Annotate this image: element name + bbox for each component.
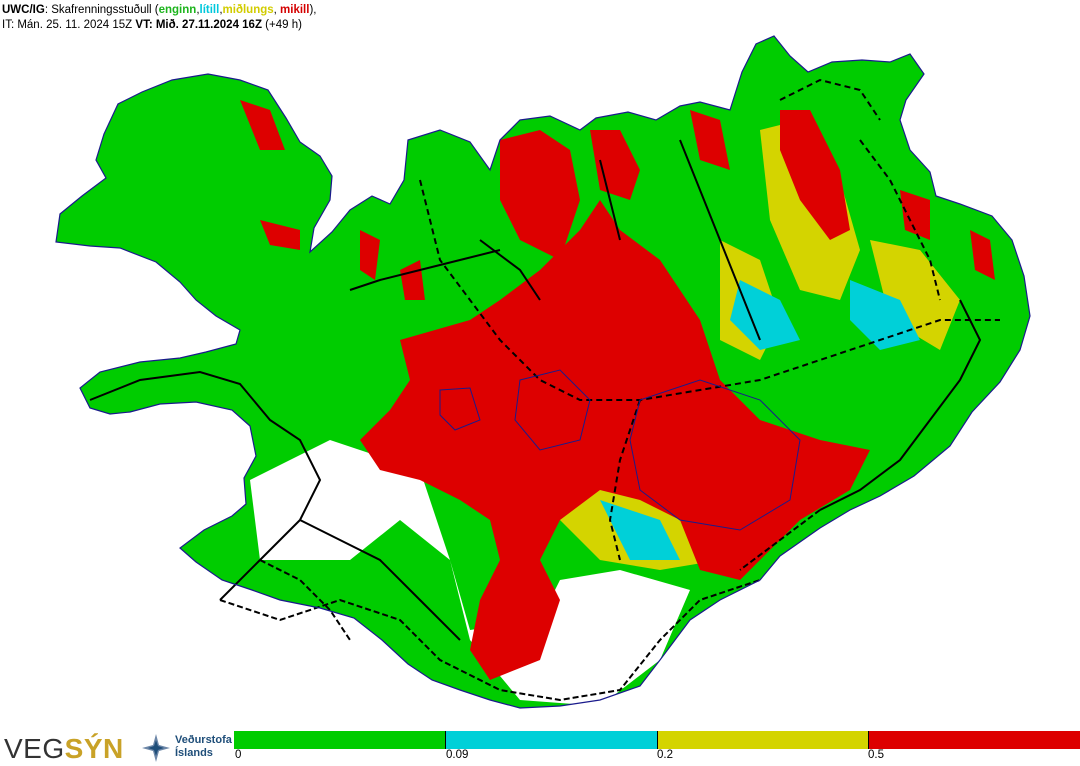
road [679,139,761,341]
iceland-map [55,35,1031,709]
scale-high [869,731,1080,749]
road-network [89,78,1000,702]
product-code: UWC/IG [2,4,45,16]
map-footer: VEGSÝN Veðurstofa Íslands 0 0.09 0.2 0.5 [0,728,1080,766]
map-header: UWC/IG: Skafrenningsstuðull (enginn,líti… [2,3,316,33]
road [349,249,501,291]
road [608,399,641,561]
scale-tick: 0.2 [657,749,673,761]
vegsyn-logo: VEGSÝN [4,733,124,764]
field-low [600,500,680,560]
field-high [590,130,640,200]
field-high [780,110,850,240]
field-low [730,280,800,350]
scale-low [445,731,658,749]
field-high [690,110,730,170]
scale-mid [657,731,870,749]
glacier-outline [514,369,591,451]
field-high [500,130,580,260]
field-mid [870,240,960,350]
road [859,139,941,301]
scale-tick: 0 [235,749,242,761]
field-high [360,230,380,280]
field-high [970,230,995,280]
category-low: lítill [199,4,220,16]
valid-time-label: VT [135,19,149,31]
road [819,299,982,511]
field-high-interior [360,200,870,680]
header-line-2: IT: Mán. 25. 11. 2024 15Z VT: Mið. 27.11… [2,18,316,33]
road [259,559,351,641]
forecast-offset: (+49 h) [261,19,302,31]
road [219,579,761,702]
road [739,509,821,571]
road [299,519,461,641]
valid-time-value: : Mið. 27.11.2024 16Z [148,19,262,31]
road [89,370,322,601]
vedurstofa-star-icon [142,734,170,762]
vedurstofa-logo-text: Veðurstofa Íslands [175,734,232,759]
field-high [240,100,285,150]
snowdrift-field [56,36,1030,708]
field-high [260,220,300,250]
road [599,159,621,241]
init-time: IT: Mán. 25. 11. 2024 15Z [2,19,136,31]
road [419,179,1000,401]
scale-none [234,731,446,749]
scale-tick: 0.5 [868,749,884,761]
no-data-area [250,440,690,706]
road [479,239,541,301]
glacier-outline [629,379,801,531]
header-line-1: UWC/IG: Skafrenningsstuðull (enginn,líti… [2,4,317,16]
product-label: : Skafrenningsstuðull ( [44,4,159,16]
scale-tick: 0.09 [446,749,469,761]
category-none: enginn [158,4,197,16]
glacier-outline [439,387,481,431]
color-scale [234,731,1080,749]
field-high [900,190,930,240]
category-high: mikill [280,4,310,16]
glacier-outlines [439,369,801,531]
category-mid: miðlungs [222,4,274,16]
road [779,78,881,121]
